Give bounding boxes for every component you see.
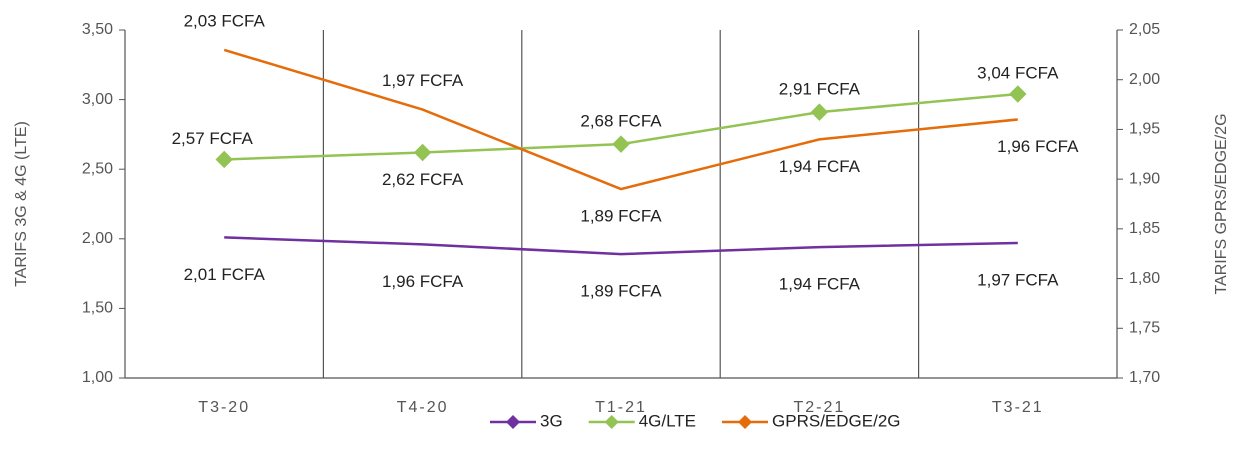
y2-tick-label: 1,95 [1129,121,1160,138]
marker [612,135,630,153]
data-label: 2,03 FCFA [184,11,266,30]
y2-tick-label: 1,75 [1129,320,1160,337]
legend-label: 4G/LTE [639,411,696,430]
data-label: 1,97 FCFA [977,270,1059,289]
y-tick-label: 2,50 [82,160,113,177]
y2-axis-title: TARIFS GPRS/EDGE/2G [1213,113,1230,294]
marker [810,103,829,121]
x-tick-label: T2-21 [794,399,846,416]
marker [215,150,233,169]
data-label: 2,91 FCFA [779,80,861,99]
data-label: 2,62 FCFA [382,170,464,189]
y-tick-label: 1,00 [82,369,113,386]
marker [413,143,432,162]
legend-marker [738,415,753,429]
data-label: 1,97 FCFA [382,71,464,90]
y-tick-label: 1,50 [82,300,113,317]
data-label: 2,01 FCFA [184,265,266,284]
y-tick-label: 2,00 [82,230,113,247]
data-label: 2,68 FCFA [580,112,662,131]
legend-marker [506,415,520,429]
y2-tick-label: 1,80 [1129,270,1160,287]
y2-tick-label: 1,70 [1129,369,1160,386]
data-label: 2,57 FCFA [172,129,254,148]
data-label: 1,94 FCFA [779,275,861,294]
data-label: 1,96 FCFA [997,137,1079,156]
data-label: 1,89 FCFA [580,282,662,301]
x-tick-label: T1-21 [595,399,647,416]
y2-tick-label: 1,85 [1129,220,1160,237]
series-line [223,48,1018,191]
y-axis-title: TARIFS 3G & 4G (LTE) [13,121,30,287]
data-label: 1,89 FCFA [580,207,662,226]
y2-tick-label: 2,00 [1129,71,1160,88]
legend-label: GPRS/EDGE/2G [772,411,900,430]
legend-label: 3G [540,411,563,430]
x-tick-label: T3-21 [992,399,1044,416]
x-tick-label: T3-20 [198,399,250,416]
data-label: 1,94 FCFA [779,157,861,176]
y2-tick-label: 2,05 [1129,21,1160,38]
data-label: 1,96 FCFA [382,272,464,291]
y-tick-label: 3,50 [82,21,113,38]
series-line [224,236,1018,256]
marker [1009,85,1027,103]
x-tick-label: T4-20 [397,399,449,416]
legend-marker [604,415,619,429]
data-label: 3,04 FCFA [977,64,1059,83]
y2-tick-label: 1,90 [1129,170,1160,187]
y-tick-label: 3,00 [82,91,113,108]
